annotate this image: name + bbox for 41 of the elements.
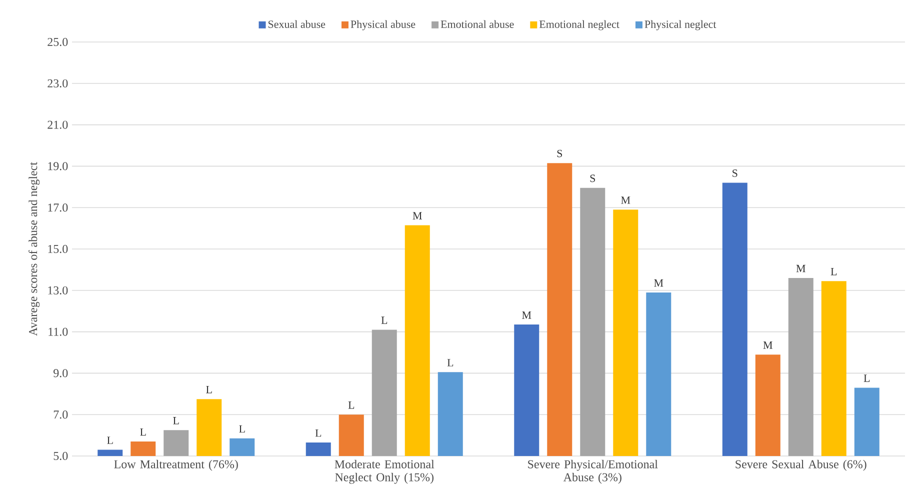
x-tick-label: Moderate Emotional Neglect Only (15%): [334, 460, 434, 484]
y-tick-label: 17.0: [48, 204, 68, 212]
data-label: M: [763, 342, 772, 349]
legend-label: Physical neglect: [644, 20, 716, 30]
legend-label: Physical abuse: [350, 20, 416, 30]
legend-label: Emotional abuse: [440, 20, 514, 28]
legend-label: Emotional neglect: [539, 20, 620, 30]
data-label: L: [239, 425, 245, 433]
data-label: S: [557, 150, 562, 158]
y-tick-label: 13.0: [48, 286, 68, 294]
y-tick-label: 5.0: [54, 452, 68, 460]
y-tick-label: 9.0: [54, 369, 68, 378]
y-tick-label: 19.0: [48, 162, 68, 170]
data-label: M: [412, 212, 422, 220]
y-tick-label: 23.0: [48, 79, 68, 88]
data-label: S: [732, 170, 738, 177]
y-tick-label: 21.0: [48, 120, 68, 129]
x-tick-label: Low Maltreatment (76%): [114, 460, 238, 471]
data-label: L: [864, 374, 870, 382]
data-label: L: [348, 402, 354, 409]
x-tick-label: Severe Physical/Emotional Abuse (3%): [528, 460, 658, 484]
data-label: S: [590, 174, 596, 182]
y-tick-label: 11.0: [48, 328, 68, 336]
y-tick-label: 15.0: [48, 244, 68, 254]
legend-label: Sexual abuse: [268, 20, 326, 28]
data-label: L: [830, 268, 837, 276]
y-tick-label: 25.0: [48, 38, 68, 46]
data-label: L: [315, 429, 322, 437]
data-label: M: [654, 279, 664, 287]
data-label: L: [447, 359, 454, 366]
y-tick-label: 7.0: [54, 410, 68, 419]
data-label: L: [206, 386, 212, 394]
data-label: M: [621, 196, 630, 204]
data-label: L: [173, 417, 179, 424]
data-label: L: [381, 316, 388, 324]
y-axis-title: Avarege scores of abuse and neglect: [28, 162, 40, 336]
data-label: M: [522, 311, 532, 319]
data-label: L: [107, 436, 113, 444]
x-tick-label: Severe Sexual Abuse (6%): [736, 460, 866, 471]
data-label: M: [796, 264, 806, 272]
data-label: L: [140, 428, 146, 436]
